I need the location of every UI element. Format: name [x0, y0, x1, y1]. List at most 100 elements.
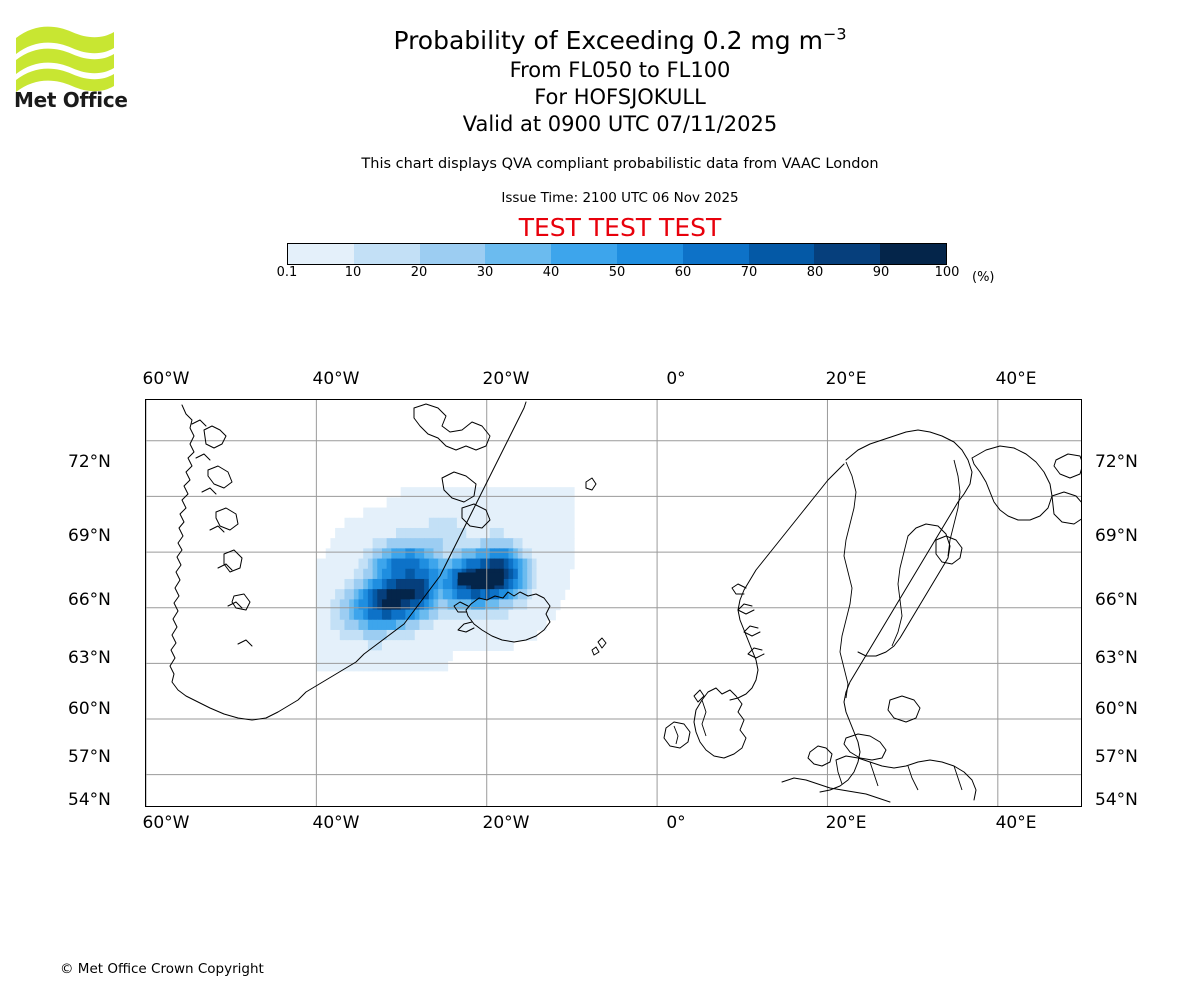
plume-cell: [410, 589, 416, 600]
plume-cell: [545, 538, 552, 549]
lon-label-bottom-1: 40°W: [312, 813, 360, 833]
plume-cell: [522, 517, 528, 529]
plume-cell: [569, 517, 575, 529]
plume-cell: [489, 599, 495, 611]
plume-cell: [414, 599, 421, 611]
plume-cell: [396, 660, 402, 672]
plume-cell: [396, 640, 402, 651]
plume-cell: [396, 619, 402, 631]
plume-cell: [386, 568, 392, 580]
norway-fjords: [731, 583, 765, 659]
plume-cell: [339, 527, 346, 539]
plume-cell: [353, 548, 360, 560]
plume-cell: [527, 548, 533, 560]
plume-cell: [531, 629, 538, 641]
plume-cell: [475, 589, 481, 600]
plume-cell: [559, 527, 566, 539]
plume-cell: [456, 640, 463, 651]
plume-cell: [410, 640, 416, 651]
plume-cell: [363, 507, 369, 519]
plume-cell: [461, 548, 467, 560]
plume-cell: [367, 568, 374, 580]
greenland-fjords: [203, 425, 251, 611]
plume-cell: [377, 507, 383, 519]
lon-label-top-4: 20°E: [825, 369, 867, 389]
plume-cell: [545, 497, 552, 509]
lat-label-left-60: 60°N: [68, 699, 111, 719]
plume-cell: [363, 517, 369, 529]
plume-cell: [433, 517, 439, 529]
plume-cell: [349, 568, 355, 580]
plume-cell: [321, 578, 327, 590]
plume-cell: [396, 517, 402, 529]
plume-cell: [447, 538, 453, 549]
plume-cell: [485, 589, 491, 600]
plume-cell: [367, 619, 374, 631]
plume-cell: [494, 487, 500, 498]
plume-cell: [367, 558, 374, 570]
plume-cell: [550, 517, 556, 529]
plume-cell: [377, 568, 383, 580]
plume-cell: [405, 507, 411, 519]
plume-cell: [428, 507, 435, 519]
plume-cell: [503, 507, 510, 519]
plume-cell: [381, 650, 388, 662]
plume-cell: [485, 599, 491, 611]
title-valid-time: Valid at 0900 UTC 07/11/2025: [462, 112, 778, 136]
plume-cell: [499, 517, 505, 529]
plume-cell: [475, 599, 481, 611]
plume-cell: [438, 538, 444, 549]
plume-cell: [461, 609, 467, 621]
colorbar-tick-30: 30: [476, 265, 494, 280]
plume-cell: [391, 650, 397, 662]
plume-cell: [428, 558, 435, 570]
plume-cell: [438, 578, 444, 590]
plume-cell: [414, 538, 421, 549]
plume-cell: [475, 507, 481, 519]
plume-cell: [358, 538, 364, 549]
plume-cell: [344, 660, 350, 672]
plume-cell: [485, 619, 491, 631]
plume-cell: [452, 558, 458, 570]
plume-cell: [349, 538, 355, 549]
plume-cell: [447, 599, 453, 611]
plume-cell: [321, 640, 327, 651]
plume-cell: [522, 487, 528, 498]
north-island-coast: [413, 403, 491, 451]
plume-cell: [400, 589, 406, 600]
colorbar-tick-10: 10: [344, 265, 362, 280]
lat-label-right-57: 57°N: [1095, 747, 1138, 767]
plume-cell: [400, 527, 406, 539]
plume-cell: [396, 650, 402, 662]
plume-cell: [381, 619, 388, 631]
plume-cell: [545, 558, 552, 570]
plume-cell: [349, 527, 355, 539]
plume-cell: [522, 609, 528, 621]
plume-cell: [456, 497, 463, 509]
plume-cell: [419, 558, 425, 570]
plume-cell: [386, 558, 392, 570]
plume-cell: [335, 629, 341, 641]
plume-cell: [424, 650, 430, 662]
plume-cell: [396, 527, 402, 539]
plume-cell: [438, 558, 444, 570]
scotland-england-border: [701, 699, 707, 737]
plume-cell: [508, 599, 514, 611]
plume-cell: [386, 609, 392, 621]
plume-cell: [503, 619, 510, 631]
plume-cell: [396, 629, 402, 641]
denmark-coast: [807, 745, 833, 767]
plume-cell: [564, 517, 570, 529]
colorbar-segment-2: [419, 244, 486, 264]
plume-cell: [503, 568, 510, 580]
plume-cell: [522, 527, 528, 539]
plume-cell: [400, 599, 406, 611]
plume-cell: [330, 568, 336, 580]
probability-colorbar: [287, 243, 947, 265]
plume-cell: [438, 660, 444, 672]
plume-cell: [508, 487, 514, 498]
plume-cell: [513, 619, 519, 631]
plume-cell: [321, 650, 327, 662]
plume-cell: [438, 599, 444, 611]
plume-cell: [536, 558, 542, 570]
